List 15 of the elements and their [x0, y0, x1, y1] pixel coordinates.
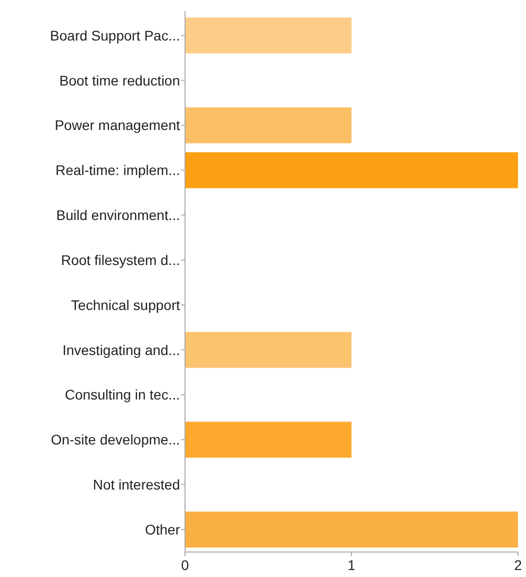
- y-tick-label: Power management: [54, 117, 180, 134]
- y-tick-label: Technical support: [71, 296, 180, 313]
- y-tick-label: Other: [144, 521, 180, 538]
- y-tick-label: Boot time reduction: [59, 72, 180, 88]
- x-tick-label: 2: [514, 557, 522, 573]
- y-tick-label: Consulting in tec...: [64, 386, 180, 403]
- y-tick-label: Not interested: [92, 476, 180, 493]
- x-tick-label: 0: [181, 557, 190, 573]
- y-tick-label: Investigating and...: [62, 342, 180, 358]
- y-tick-label: Board Support Pac...: [50, 27, 180, 44]
- y-tick-label: On-site developme...: [50, 432, 180, 448]
- y-tick-label: Root filesystem d...: [60, 252, 180, 268]
- y-tick-label: Build environment...: [56, 207, 180, 224]
- y-tick-label: Real-time: implem...: [56, 162, 180, 178]
- x-tick-label: 1: [348, 557, 356, 573]
